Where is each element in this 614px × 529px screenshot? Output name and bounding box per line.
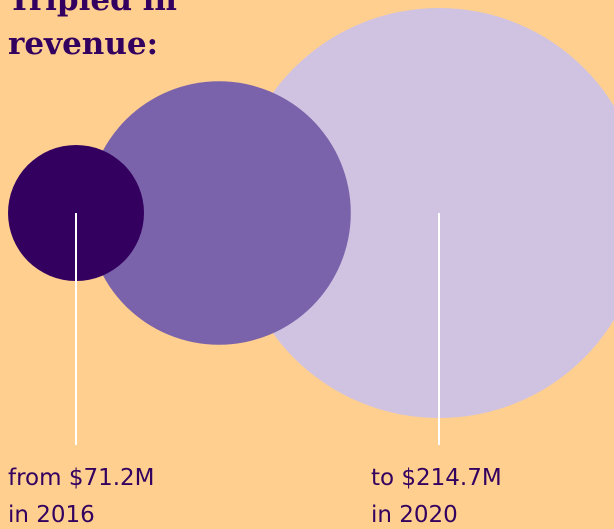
category-label: in 2016 <box>8 502 95 528</box>
value-label: to $214.7M <box>371 465 502 491</box>
bubble <box>234 8 614 418</box>
chart-title: Tripled in revenue: <box>8 0 177 62</box>
category-label: in 2020 <box>371 502 458 528</box>
value-label: from $71.2M <box>8 465 155 491</box>
bubble <box>87 81 351 345</box>
